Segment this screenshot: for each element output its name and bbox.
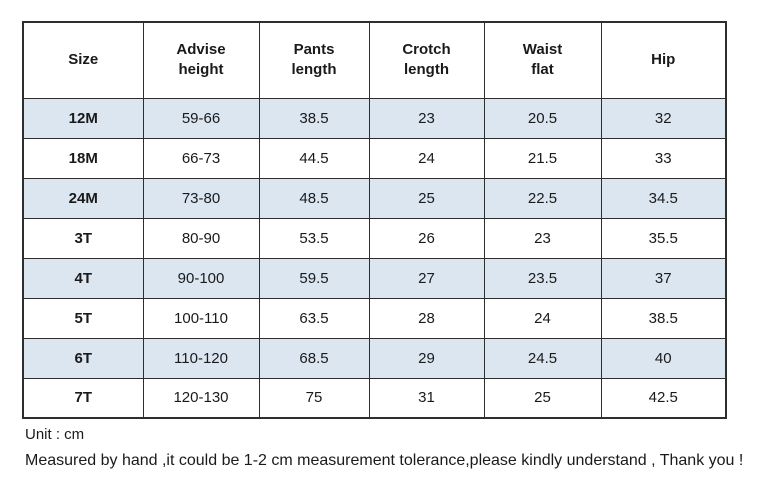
table-cell: 23: [483, 217, 602, 259]
table-cell: 32: [600, 97, 727, 139]
table-cell: 31: [368, 377, 485, 419]
table-cell: 26: [368, 217, 485, 259]
table-cell: 48.5: [258, 177, 370, 219]
table-cell: 40: [600, 337, 727, 379]
unit-note: Unit : cm: [25, 426, 85, 443]
table-cell: 42.5: [600, 377, 727, 419]
column-header-advise-height: Advise height: [142, 21, 260, 99]
table-cell: 3T: [22, 217, 144, 259]
table-cell: 63.5: [258, 297, 370, 339]
measurement-tolerance-note: Measured by hand ,it could be 1-2 cm mea…: [25, 452, 744, 469]
table-cell: 53.5: [258, 217, 370, 259]
table-cell: 35.5: [600, 217, 727, 259]
table-row-12m: 12M 59-66 38.5 23 20.5 32: [22, 97, 727, 139]
table-row-18m: 18M 66-73 44.5 24 21.5 33: [22, 137, 727, 179]
table-cell: 4T: [22, 257, 144, 299]
column-header-crotch-length: Crotch length: [368, 21, 485, 99]
table-cell: 25: [368, 177, 485, 219]
size-chart-table: Size Advise height Pants length Crotch l…: [22, 21, 727, 419]
footer-notes: Unit : cm Measured by hand ,it could be …: [25, 424, 765, 472]
table-cell: 73-80: [142, 177, 260, 219]
table-cell: 24.5: [483, 337, 602, 379]
table-cell: 27: [368, 257, 485, 299]
table-cell: 18M: [22, 137, 144, 179]
table-cell: 5T: [22, 297, 144, 339]
column-header-hip: Hip: [600, 21, 727, 99]
column-header-size: Size: [22, 21, 144, 99]
column-header-pants-length: Pants length: [258, 21, 370, 99]
table-cell: 23: [368, 97, 485, 139]
table-cell: 75: [258, 377, 370, 419]
table-cell: 25: [483, 377, 602, 419]
table-cell: 21.5: [483, 137, 602, 179]
table-cell: 23.5: [483, 257, 602, 299]
header-row: Size Advise height Pants length Crotch l…: [22, 21, 727, 99]
table-cell: 29: [368, 337, 485, 379]
table-cell: 110-120: [142, 337, 260, 379]
table-cell: 66-73: [142, 137, 260, 179]
table-cell: 100-110: [142, 297, 260, 339]
table-cell: 38.5: [258, 97, 370, 139]
table-cell: 33: [600, 137, 727, 179]
table-cell: 44.5: [258, 137, 370, 179]
table-cell: 28: [368, 297, 485, 339]
table-cell: 34.5: [600, 177, 727, 219]
table-cell: 6T: [22, 337, 144, 379]
table-cell: 24: [368, 137, 485, 179]
table-cell: 38.5: [600, 297, 727, 339]
table-cell: 12M: [22, 97, 144, 139]
table-cell: 24: [483, 297, 602, 339]
table-cell: 120-130: [142, 377, 260, 419]
table-cell: 7T: [22, 377, 144, 419]
table-row-4t: 4T 90-100 59.5 27 23.5 37: [22, 257, 727, 299]
table-row-7t: 7T 120-130 75 31 25 42.5: [22, 377, 727, 419]
table-row-6t: 6T 110-120 68.5 29 24.5 40: [22, 337, 727, 379]
table-row-24m: 24M 73-80 48.5 25 22.5 34.5: [22, 177, 727, 219]
table-cell: 59.5: [258, 257, 370, 299]
table-cell: 80-90: [142, 217, 260, 259]
table-row-3t: 3T 80-90 53.5 26 23 35.5: [22, 217, 727, 259]
table-row-5t: 5T 100-110 63.5 28 24 38.5: [22, 297, 727, 339]
table-cell: 59-66: [142, 97, 260, 139]
table-cell: 24M: [22, 177, 144, 219]
table-cell: 22.5: [483, 177, 602, 219]
table-cell: 90-100: [142, 257, 260, 299]
table-cell: 68.5: [258, 337, 370, 379]
table-cell: 37: [600, 257, 727, 299]
table-cell: 20.5: [483, 97, 602, 139]
column-header-waist-flat: Waist flat: [483, 21, 602, 99]
